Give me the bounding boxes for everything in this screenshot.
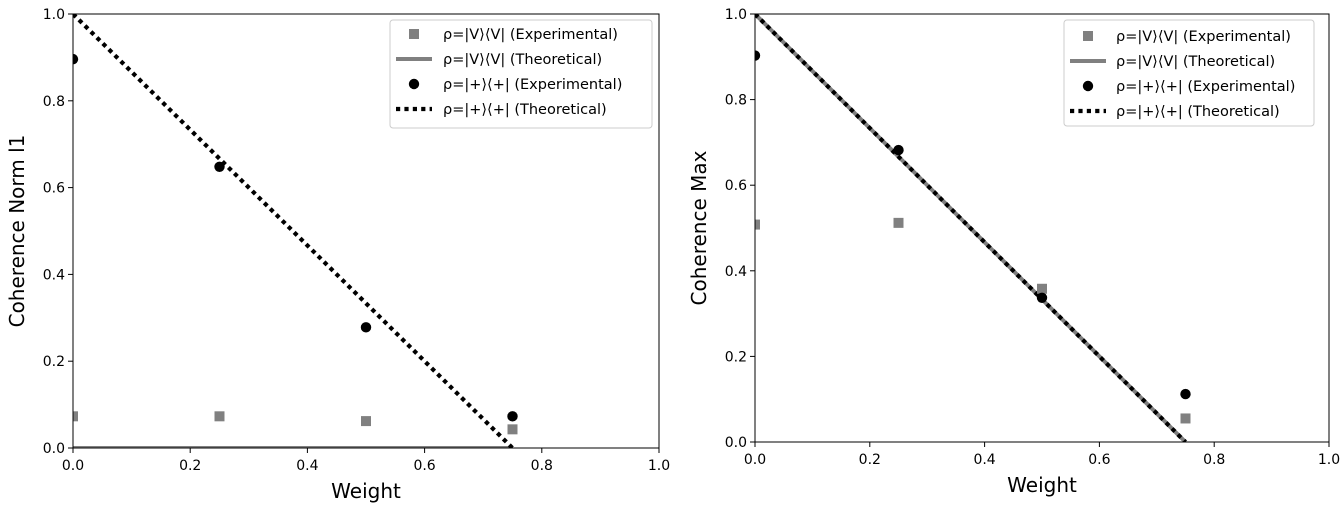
y-tick-label: 0.4 [43, 267, 65, 283]
legend-label: ρ=|V⟩⟨V| (Experimental) [1116, 29, 1291, 45]
y-tick-label: 0.4 [725, 264, 747, 280]
data-point-circle [507, 411, 518, 422]
x-axis-label: Weight [331, 479, 401, 503]
legend-square-icon [1083, 31, 1093, 41]
y-tick-label: 0.6 [725, 178, 747, 194]
legend-item-2: ρ=|V⟩⟨V| (Theoretical) [1070, 54, 1275, 70]
legend-square-icon [409, 29, 419, 39]
legend-item-1: ρ=|V⟩⟨V| (Experimental) [409, 27, 618, 43]
x-tick-label: 0.6 [1088, 452, 1110, 468]
y-tick-label: 0.0 [725, 435, 747, 451]
data-point-square [755, 219, 760, 230]
legend-label: ρ=|V⟩⟨V| (Theoretical) [443, 52, 602, 68]
x-tick-label: 0.4 [973, 452, 995, 468]
data-point-circle [893, 144, 904, 156]
x-tick-label: 0.8 [531, 458, 553, 474]
plot-area [755, 14, 1191, 442]
data-point-circle [360, 322, 372, 333]
y-axis-label: Coherence Norm l1 [5, 135, 29, 328]
x-tick-label: 1.0 [648, 458, 670, 474]
data-point-square [893, 217, 904, 228]
data-point-square [507, 424, 518, 435]
data-point-square [1180, 413, 1191, 424]
chart-2: 0.0 0.2 0.4 0.6 0.8 1.0 0.0 0.2 0.4 0.6 0.8 1.0 Weig… [687, 7, 1340, 497]
data-point-square [361, 416, 371, 427]
legend: ρ=|V⟩⟨V| (Experimental) ρ=|V⟩⟨V| (Theoret… [1063, 19, 1315, 127]
x-tick-label: 0.2 [179, 458, 201, 474]
y-tick-label: 0.8 [43, 94, 65, 110]
data-point-circle [755, 50, 761, 61]
x-tick-label: 0.2 [859, 452, 881, 468]
legend-label: ρ=|+⟩⟨+| (Theoretical) [1116, 104, 1280, 120]
data-point-circle [73, 53, 79, 65]
x-tick-label: 1.0 [1318, 452, 1340, 468]
y-tick-label: 0.0 [43, 441, 65, 457]
data-point-square [1037, 283, 1047, 294]
legend-circle-icon [1082, 80, 1094, 92]
legend-item-3: ρ=|+⟩⟨+| (Experimental) [1082, 79, 1295, 95]
y-tick-label: 0.8 [725, 93, 747, 109]
x-tick-label: 0.6 [413, 458, 435, 474]
y-tick-label: 0.2 [725, 349, 747, 365]
legend-label: ρ=|V⟩⟨V| (Theoretical) [1116, 54, 1275, 70]
legend-item-4: ρ=|+⟩⟨+| (Theoretical) [1070, 104, 1280, 120]
axes-frame [72, 13, 660, 449]
legend-item-3: ρ=|+⟩⟨+| (Experimental) [408, 77, 622, 93]
data-point-square [73, 411, 78, 422]
x-tick-label: 0.8 [1203, 452, 1225, 468]
y-tick-label: 1.0 [43, 7, 65, 23]
legend-label: ρ=|+⟩⟨+| (Experimental) [443, 77, 622, 93]
y-tick-label: 0.6 [43, 181, 65, 197]
legend-box [1063, 19, 1315, 127]
data-point-circle [1180, 388, 1191, 400]
y-tick-label: 0.2 [43, 354, 65, 370]
plot-area [73, 14, 518, 448]
data-point-circle [214, 161, 225, 172]
legend-box [389, 19, 653, 129]
x-tick-label: 0.0 [744, 452, 766, 468]
data-point-square [214, 411, 225, 422]
axes-frame [754, 13, 1330, 443]
y-axis-label: Coherence Max [687, 150, 711, 305]
legend-item-2: ρ=|V⟩⟨V| (Theoretical) [396, 52, 602, 68]
legend-item-1: ρ=|V⟩⟨V| (Experimental) [1083, 29, 1291, 45]
legend-label: ρ=|V⟩⟨V| (Experimental) [443, 27, 618, 43]
data-point-circle [1036, 292, 1048, 303]
y-tick-label: 1.0 [725, 7, 747, 23]
legend-circle-icon [408, 78, 420, 90]
legend-label: ρ=|+⟩⟨+| (Experimental) [1116, 79, 1295, 95]
x-tick-label: 0.0 [62, 458, 84, 474]
x-axis-label: Weight [1007, 473, 1077, 497]
legend-label: ρ=|+⟩⟨+| (Theoretical) [443, 102, 607, 118]
chart-1: 0.0 0.2 0.4 0.6 0.8 1.0 0.0 0.2 0.4 0.6 0.8 1.0 Weig… [5, 7, 670, 503]
series-line-4 [755, 14, 1187, 442]
legend: ρ=|V⟩⟨V| (Experimental) ρ=|V⟩⟨V| (Theoret… [389, 19, 653, 129]
legend-item-4: ρ=|+⟩⟨+| (Theoretical) [396, 102, 607, 118]
x-tick-label: 0.4 [296, 458, 318, 474]
series-line-4 [73, 14, 514, 448]
